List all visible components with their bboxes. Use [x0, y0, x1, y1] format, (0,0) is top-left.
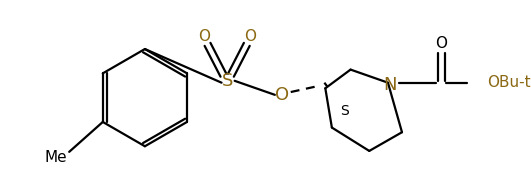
Text: O: O	[435, 36, 447, 51]
Text: O: O	[245, 29, 256, 44]
Text: S: S	[221, 72, 233, 90]
Text: N: N	[383, 75, 397, 94]
Text: O: O	[198, 29, 210, 44]
Text: Me: Me	[45, 150, 67, 165]
Text: S: S	[340, 104, 348, 118]
Text: OBu-t: OBu-t	[487, 75, 530, 90]
Text: O: O	[275, 86, 289, 104]
